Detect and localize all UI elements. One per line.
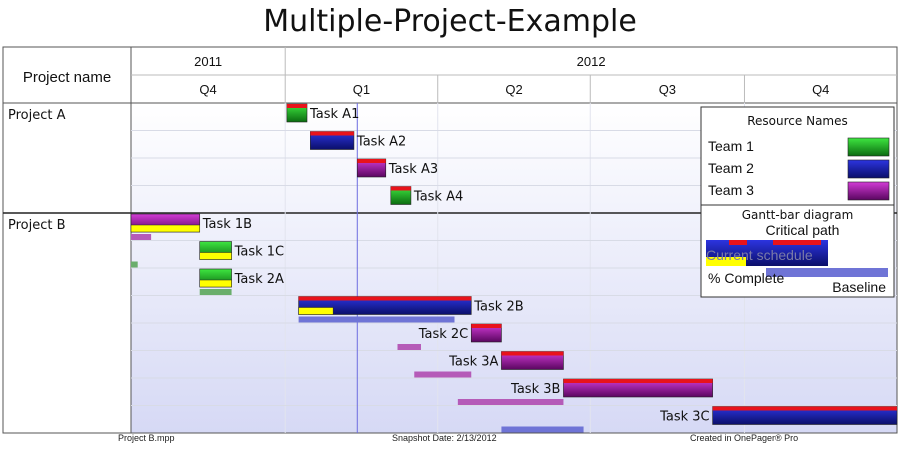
footer-snapshot: Snapshot Date: 2/13/2012 xyxy=(392,433,497,443)
legend-sample-critical xyxy=(773,240,821,245)
baseline-bar xyxy=(131,261,138,268)
quarter-label: Q2 xyxy=(505,82,522,97)
legend-resource-swatch xyxy=(847,159,890,179)
project-label: Project B xyxy=(8,218,66,233)
footer-file: Project B.mpp xyxy=(118,433,175,443)
legend-sample-baseline xyxy=(766,268,888,277)
row-header-label: Project name xyxy=(23,69,111,86)
legend-sample-critical xyxy=(729,240,747,245)
task-label: Task 2C xyxy=(418,327,469,342)
legend-resource-name: Team 1 xyxy=(708,138,754,154)
critical-path-stripe xyxy=(298,296,472,301)
baseline-bar xyxy=(414,371,472,378)
task-label: Task 1B xyxy=(202,217,252,232)
percent-complete-bar xyxy=(130,224,200,233)
task-bars: Task A1 Task A2 Task A3 Task A4 Task 1B Task … xyxy=(130,103,898,433)
task-label: Task 2B xyxy=(473,300,523,315)
legend-critical-label: Critical path xyxy=(766,222,840,238)
baseline-bar xyxy=(501,426,584,433)
legend-sample-complete xyxy=(706,257,746,266)
critical-path-stripe xyxy=(563,379,713,383)
task-label: Task A3 xyxy=(388,162,438,177)
task-label: Task 3C xyxy=(659,410,710,425)
legend-resource-swatch xyxy=(847,137,890,157)
critical-path-stripe xyxy=(501,351,564,356)
percent-complete-bar xyxy=(199,252,232,260)
quarter-label: Q1 xyxy=(353,82,370,97)
baseline-bar xyxy=(457,399,564,405)
legend: Resource Names Team 1 Team 2 Team 3 Gantt-ba… xyxy=(700,106,895,298)
critical-path-stripe xyxy=(357,159,386,163)
legend-baseline-label: Baseline xyxy=(832,279,886,295)
percent-complete-bar xyxy=(199,279,232,288)
critical-path-stripe xyxy=(712,406,897,411)
task-label: Task 2A xyxy=(234,272,284,287)
quarter-label: Q4 xyxy=(812,82,829,97)
percent-complete-bar xyxy=(298,307,334,315)
year-label: 2011 xyxy=(194,54,222,69)
task-label: Task 3A xyxy=(448,355,498,370)
quarter-label: Q4 xyxy=(199,82,216,97)
critical-path-stripe xyxy=(471,324,502,328)
critical-path-stripe xyxy=(286,104,307,108)
legend-resource-title: Resource Names xyxy=(747,114,848,128)
legend-resource-name: Team 2 xyxy=(708,160,754,176)
baseline-bar xyxy=(131,234,152,240)
task-label: Task A1 xyxy=(309,107,359,122)
legend-complete-label: % Complete xyxy=(708,270,784,286)
baseline-bar xyxy=(397,344,421,350)
task-label: Task 3B xyxy=(510,382,560,397)
footer-created: Created in OnePager® Pro xyxy=(690,433,799,443)
year-label: 2012 xyxy=(577,54,606,69)
legend-resource-swatch xyxy=(847,181,890,201)
legend-schedule-label: Current schedule xyxy=(706,247,813,263)
task-label: Task 1C xyxy=(234,245,285,260)
chart-title: Multiple-Project-Example xyxy=(263,4,637,39)
critical-path-stripe xyxy=(310,131,354,136)
critical-path-stripe xyxy=(390,186,411,191)
baseline-bar xyxy=(298,316,455,323)
project-label: Project A xyxy=(8,108,66,123)
legend-diagram-title: Gantt-bar diagram xyxy=(742,208,854,222)
quarter-label: Q3 xyxy=(659,82,676,97)
task-label: Task A2 xyxy=(356,135,406,150)
task-label: Task A4 xyxy=(413,190,463,205)
baseline-bar xyxy=(199,289,232,295)
legend-resource-name: Team 3 xyxy=(708,182,754,198)
